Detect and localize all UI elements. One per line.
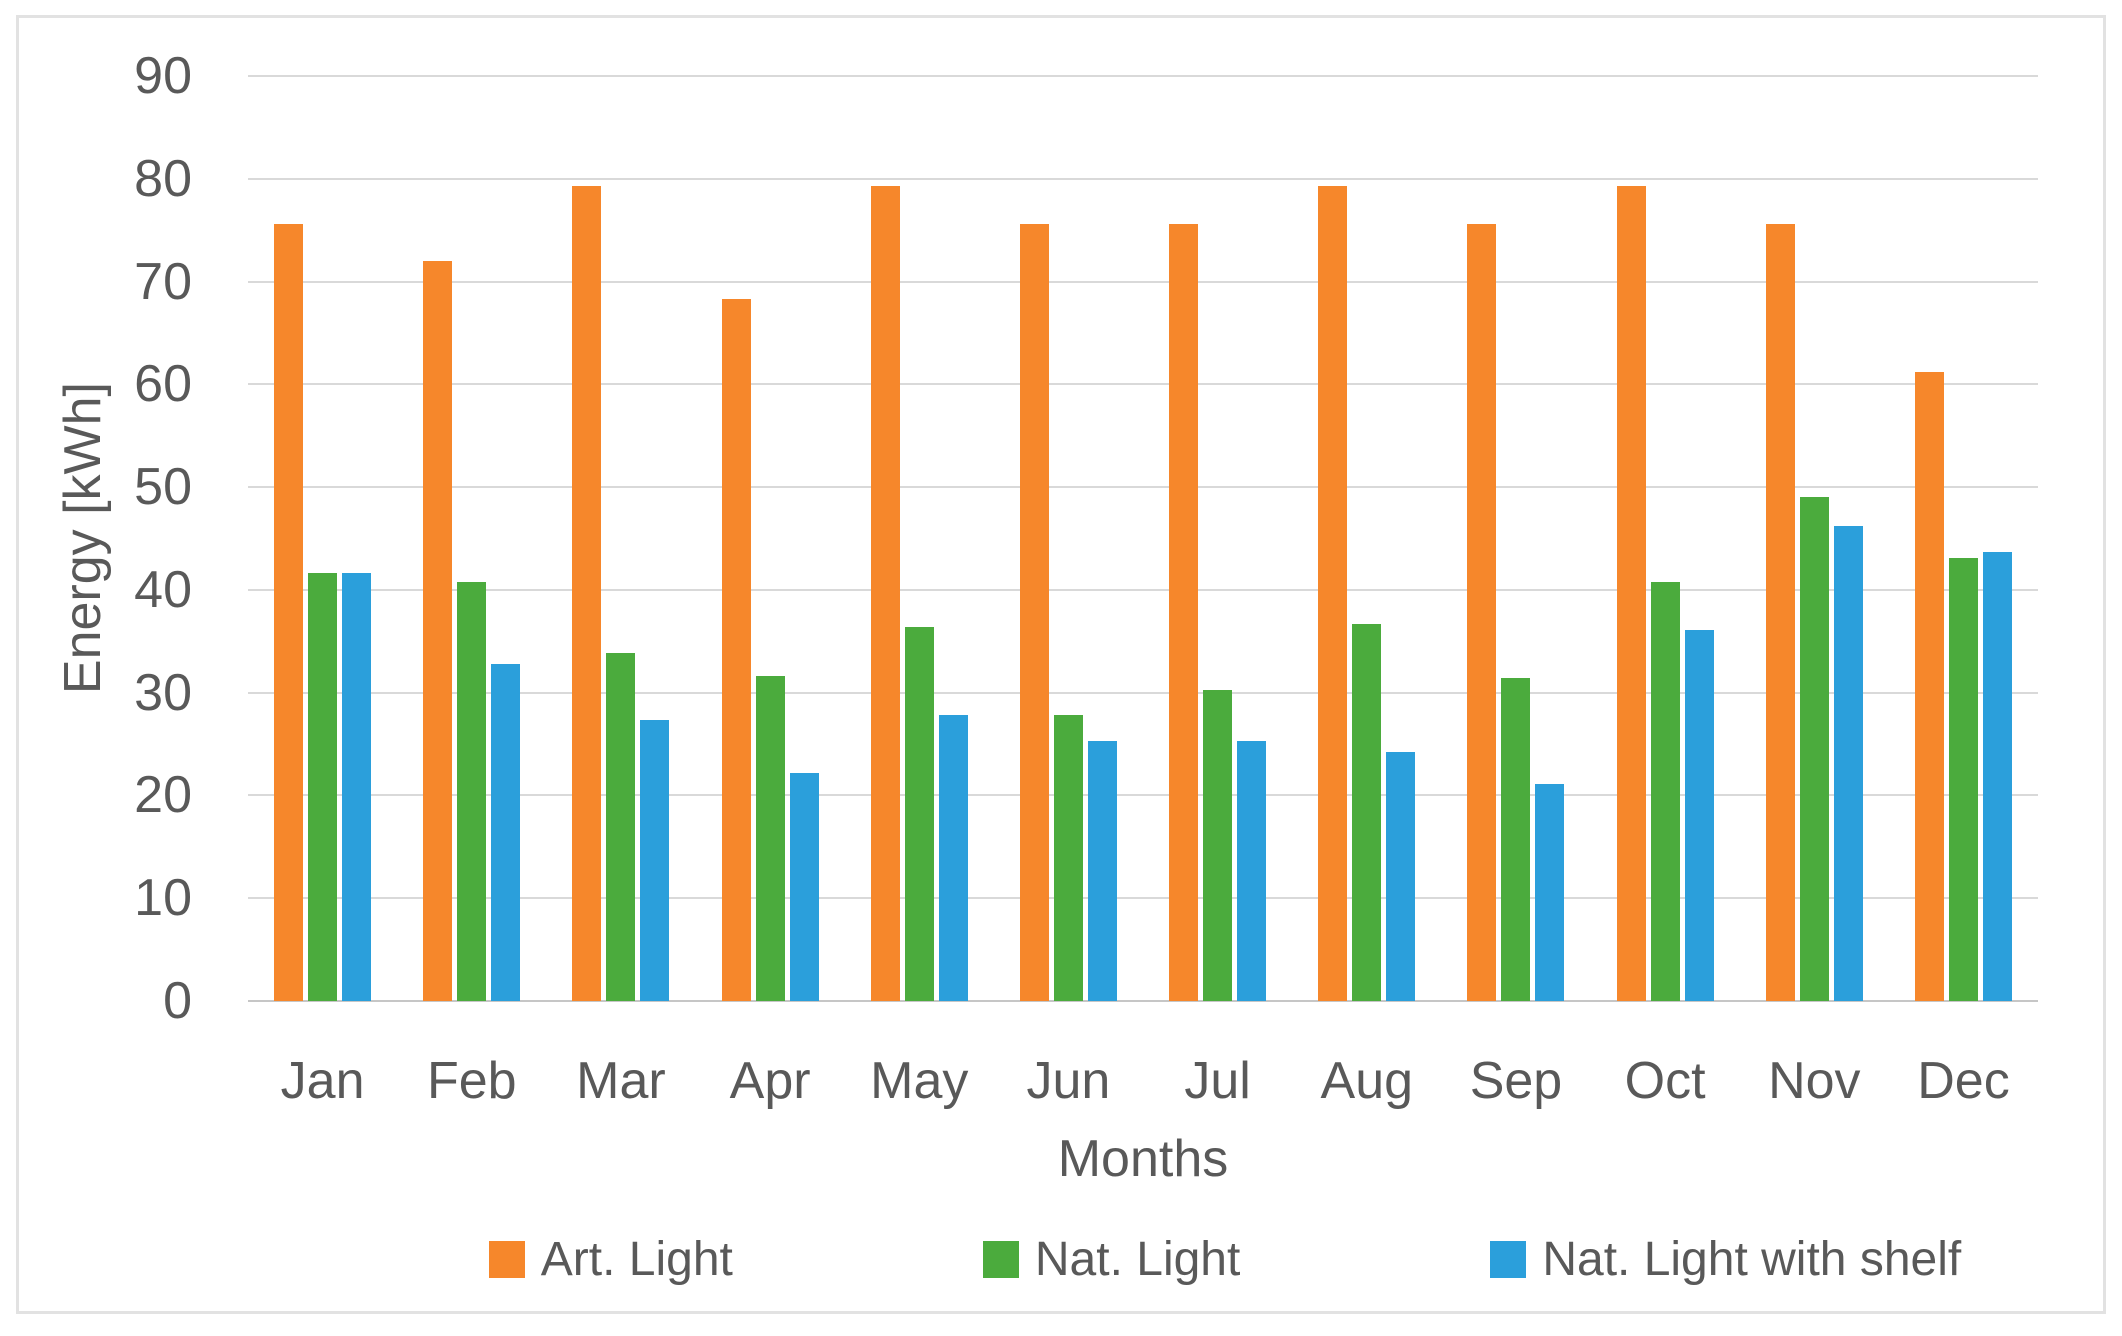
bar-art-light-feb <box>423 261 453 1001</box>
x-tick-label-apr: Apr <box>729 1052 811 1110</box>
y-tick-label-0: 0 <box>163 972 192 1030</box>
legend-label-nat-light-with-shelf: Nat. Light with shelf <box>1542 1232 1962 1286</box>
gridline-30 <box>248 691 2038 694</box>
bar-nat-light-with-shelf-nov <box>1833 526 1863 1001</box>
bar-group-aug <box>1292 76 1441 1001</box>
bar-group-sep <box>1441 76 1590 1001</box>
bar-nat-light-with-shelf-aug <box>1386 752 1416 1001</box>
bar-group-apr <box>696 76 845 1001</box>
bar-nat-light-with-shelf-jul <box>1237 740 1267 1001</box>
bar-group-jan <box>248 76 397 1001</box>
bar-nat-light-with-shelf-feb <box>491 663 521 1001</box>
bar-nat-light-jan <box>308 573 338 1001</box>
y-tick-label-80: 80 <box>134 149 192 208</box>
x-tick-label-may: May <box>870 1052 969 1110</box>
x-tick-label-aug: Aug <box>1320 1052 1414 1110</box>
y-tick-label-50: 50 <box>134 458 192 517</box>
gridline-60 <box>248 383 2038 386</box>
legend-swatch-nat-light-with-shelf <box>1490 1240 1527 1278</box>
gridline-80 <box>248 177 2038 180</box>
bar-nat-light-feb <box>457 581 487 1001</box>
legend-swatch-nat-light <box>982 1240 1019 1278</box>
bar-art-light-jul <box>1169 224 1199 1001</box>
bar-group-may <box>845 76 994 1001</box>
legend: Art. Light Nat. Light Nat. Light with shel… <box>330 1228 2120 1290</box>
bar-group-oct <box>1591 76 1740 1001</box>
bar-nat-light-oct <box>1650 581 1680 1001</box>
gridline-10 <box>248 897 2038 900</box>
x-tick-label-jan: Jan <box>280 1052 365 1110</box>
x-axis-title: Months <box>1057 1130 1229 1188</box>
bar-art-light-mar <box>572 185 602 1001</box>
bar-nat-light-apr <box>755 676 785 1001</box>
bar-nat-light-with-shelf-sep <box>1535 784 1565 1001</box>
bar-art-light-aug <box>1318 185 1348 1001</box>
legend-swatch-art-light <box>488 1240 525 1278</box>
bar-nat-light-jun <box>1053 715 1083 1001</box>
gridline-40 <box>248 588 2038 591</box>
bar-nat-light-with-shelf-jun <box>1087 740 1117 1001</box>
bar-nat-light-sep <box>1501 678 1531 1001</box>
bar-group-feb <box>397 76 546 1001</box>
gridline-90 <box>248 75 2038 77</box>
bar-group-jul <box>1143 76 1292 1001</box>
y-tick-label-20: 20 <box>134 766 192 825</box>
bar-art-light-jun <box>1019 224 1049 1001</box>
x-tick-label-feb: Feb <box>426 1052 517 1110</box>
bar-art-light-oct <box>1616 185 1646 1001</box>
gridline-20 <box>248 794 2038 797</box>
x-tick-label-dec: Dec <box>1917 1052 2010 1110</box>
bar-art-light-sep <box>1467 224 1497 1001</box>
y-tick-labels: 0 10 20 30 40 50 60 70 80 90 <box>40 47 192 1030</box>
y-tick-label-90: 90 <box>134 47 192 105</box>
y-tick-label-10: 10 <box>134 869 192 928</box>
bar-art-light-jan <box>274 224 304 1001</box>
x-tick-label-mar: Mar <box>576 1052 666 1110</box>
x-tick-label-sep: Sep <box>1469 1052 1563 1110</box>
x-tick-label-nov: Nov <box>1768 1052 1861 1110</box>
gridline-50 <box>248 486 2038 489</box>
legend-item-nat-light: Nat. Light <box>982 1232 1241 1287</box>
gridline-70 <box>248 280 2038 283</box>
gridline-0 <box>248 1000 2038 1002</box>
bar-art-light-may <box>870 185 900 1001</box>
legend-label-art-light: Art. Light <box>540 1232 733 1286</box>
bar-nat-light-with-shelf-oct <box>1684 629 1714 1001</box>
bar-nat-light-may <box>904 626 934 1001</box>
bar-group-dec <box>1889 76 2038 1001</box>
legend-item-art-light: Art. Light <box>488 1232 733 1287</box>
bar-group-nov <box>1740 76 1889 1001</box>
x-tick-label-jun: Jun <box>1026 1052 1111 1110</box>
plot-area <box>248 75 2038 1002</box>
bar-nat-light-with-shelf-dec <box>1982 551 2012 1001</box>
bar-nat-light-aug <box>1352 623 1382 1001</box>
bar-art-light-nov <box>1765 224 1795 1001</box>
legend-item-nat-light-with-shelf: Nat. Light with shelf <box>1490 1232 1961 1287</box>
legend-label-nat-light: Nat. Light <box>1034 1232 1241 1286</box>
bar-nat-light-with-shelf-mar <box>640 720 670 1001</box>
y-tick-label-30: 30 <box>134 663 192 722</box>
x-tick-label-jul: Jul <box>1184 1052 1251 1110</box>
bar-groups <box>248 76 2038 1001</box>
bar-art-light-apr <box>721 299 751 1001</box>
bar-art-light-dec <box>1914 372 1944 1001</box>
bar-nat-light-dec <box>1948 558 1978 1001</box>
bar-nat-light-mar <box>606 652 636 1001</box>
bar-nat-light-with-shelf-may <box>938 715 968 1001</box>
y-tick-label-60: 60 <box>134 355 192 414</box>
bar-group-mar <box>546 76 695 1001</box>
y-tick-label-70: 70 <box>134 252 192 311</box>
bar-nat-light-jul <box>1203 689 1233 1001</box>
bar-nat-light-with-shelf-apr <box>789 772 819 1001</box>
x-tick-label-oct: Oct <box>1624 1052 1706 1110</box>
bar-nat-light-with-shelf-jan <box>342 573 372 1001</box>
bar-nat-light-nov <box>1799 497 1829 1001</box>
x-tick-labels: Jan Feb Mar Apr May Jun Jul Aug Sep Oct Nov Dec <box>248 1050 2038 1112</box>
y-tick-label-40: 40 <box>134 560 192 619</box>
bar-group-jun <box>994 76 1143 1001</box>
